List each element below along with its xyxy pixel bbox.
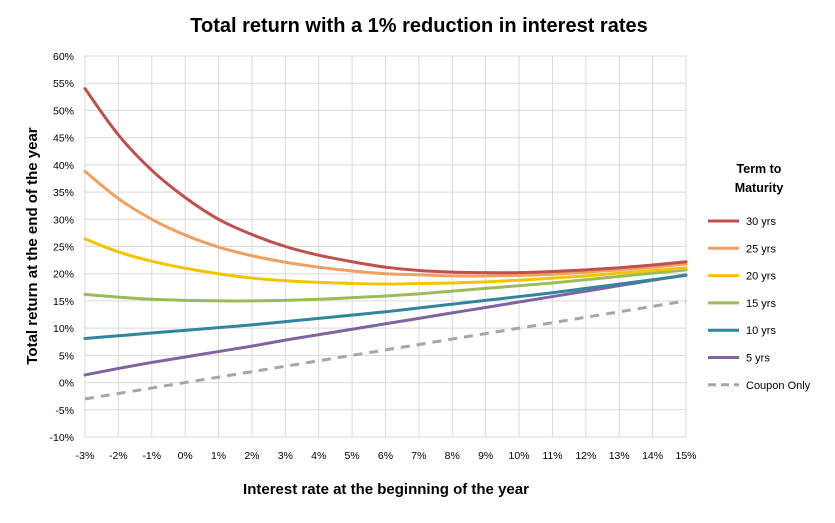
grid xyxy=(84,55,687,438)
x-tick-label: 3% xyxy=(278,450,293,462)
x-tick-label: 5% xyxy=(345,450,360,462)
y-tick-label: -10% xyxy=(49,432,74,444)
y-tick-label: 5% xyxy=(59,350,74,362)
x-tick-label: 2% xyxy=(244,450,259,462)
x-tick-label: 0% xyxy=(178,450,193,462)
x-tick-label: -3% xyxy=(76,450,95,462)
y-tick-label: 20% xyxy=(53,269,74,281)
series-line-5-yrs xyxy=(83,273,688,377)
series-lines xyxy=(83,87,688,401)
y-axis-title: Total return at the end of the year xyxy=(24,127,41,364)
legend-label-15-yrs: 15 yrs xyxy=(746,298,776,310)
legend-label-5-yrs: 5 yrs xyxy=(746,353,770,365)
series-line-25-yrs xyxy=(83,169,688,278)
legend-label-25-yrs: 25 yrs xyxy=(746,243,776,255)
x-tick-label: 10% xyxy=(509,450,530,462)
y-tick-label: 10% xyxy=(53,323,74,335)
x-tick-label: 13% xyxy=(609,450,630,462)
y-tick-label: 15% xyxy=(53,296,74,308)
y-tick-label: 50% xyxy=(53,105,74,117)
x-tick-label: 7% xyxy=(411,450,426,462)
y-tick-label: -5% xyxy=(55,405,74,417)
series-line-30-yrs xyxy=(83,87,688,275)
chart-title: Total return with a 1% reduction in inte… xyxy=(190,15,648,37)
x-tick-label: 15% xyxy=(675,450,696,462)
y-tick-label: 45% xyxy=(53,133,74,145)
x-tick-label: 12% xyxy=(575,450,596,462)
x-tick-label: 8% xyxy=(445,450,460,462)
legend: Term to Maturity 30 yrs 25 yrs 20 yrs 15 yrs 1… xyxy=(708,162,811,392)
legend-label-30-yrs: 30 yrs xyxy=(746,216,776,228)
x-tick-label: 6% xyxy=(378,450,393,462)
x-tick-label: -2% xyxy=(109,450,128,462)
x-tick-label: 1% xyxy=(211,450,226,462)
x-axis-title: Interest rate at the beginning of the ye… xyxy=(243,481,529,498)
legend-label-coupon-only: Coupon Only xyxy=(746,380,811,392)
series-line-coupon-only xyxy=(84,299,687,401)
legend-title: Maturity xyxy=(735,181,784,195)
y-tick-label: 0% xyxy=(59,378,74,390)
axis-ticks: -3% -2% -1% 0% 1% 2% 3% 4% 5% 6% 7% 8% 9% 10% 11% 12% 13… xyxy=(49,51,696,462)
series-line-15-yrs xyxy=(83,268,688,303)
x-tick-label: 14% xyxy=(642,450,663,462)
y-tick-label: 40% xyxy=(53,160,74,172)
series-line-10-yrs xyxy=(83,273,688,340)
legend-title: Term to xyxy=(737,162,782,176)
y-tick-label: 60% xyxy=(53,51,74,63)
y-tick-label: 55% xyxy=(53,78,74,90)
y-tick-label: 35% xyxy=(53,187,74,199)
y-tick-label: 30% xyxy=(53,214,74,226)
x-tick-label: -1% xyxy=(142,450,161,462)
legend-label-20-yrs: 20 yrs xyxy=(746,271,776,283)
y-tick-label: 25% xyxy=(53,242,74,254)
series-line-20-yrs xyxy=(83,237,688,286)
x-tick-label: 4% xyxy=(311,450,326,462)
x-tick-label: 9% xyxy=(478,450,493,462)
legend-label-10-yrs: 10 yrs xyxy=(746,325,776,337)
x-tick-label: 11% xyxy=(542,450,562,462)
